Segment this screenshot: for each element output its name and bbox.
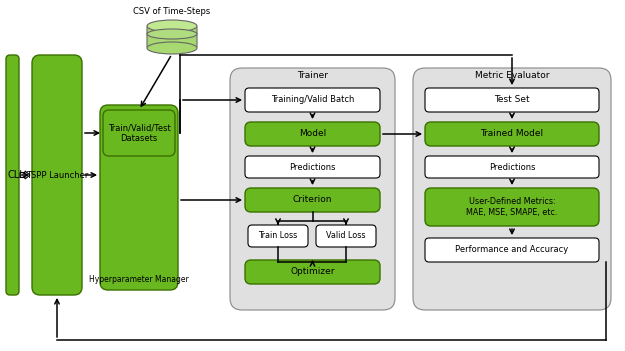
- Text: CLI: CLI: [8, 170, 22, 180]
- Text: Hyperparameter Manager: Hyperparameter Manager: [89, 276, 189, 285]
- FancyBboxPatch shape: [103, 110, 175, 156]
- FancyBboxPatch shape: [248, 225, 308, 247]
- Text: Test Set: Test Set: [494, 95, 530, 105]
- FancyBboxPatch shape: [425, 88, 599, 112]
- FancyBboxPatch shape: [245, 156, 380, 178]
- Text: Performance and Accuracy: Performance and Accuracy: [456, 245, 569, 254]
- FancyBboxPatch shape: [245, 122, 380, 146]
- FancyBboxPatch shape: [6, 55, 19, 295]
- Ellipse shape: [147, 42, 197, 54]
- FancyBboxPatch shape: [425, 238, 599, 262]
- Text: Valid Loss: Valid Loss: [326, 232, 366, 240]
- FancyBboxPatch shape: [425, 188, 599, 226]
- FancyBboxPatch shape: [245, 88, 380, 112]
- Ellipse shape: [147, 29, 197, 39]
- Text: Train Loss: Train Loss: [258, 232, 298, 240]
- Text: Train/Valid/Test
Datasets: Train/Valid/Test Datasets: [107, 123, 171, 143]
- FancyArrow shape: [20, 171, 30, 179]
- Text: Optimizer: Optimizer: [290, 267, 335, 277]
- Text: Training/Valid Batch: Training/Valid Batch: [271, 95, 354, 105]
- FancyBboxPatch shape: [425, 156, 599, 178]
- Text: User-Defined Metrics:
MAE, MSE, SMAPE, etc.: User-Defined Metrics: MAE, MSE, SMAPE, e…: [466, 197, 558, 217]
- Text: CSV of Time-Steps: CSV of Time-Steps: [133, 7, 211, 16]
- Ellipse shape: [147, 20, 197, 32]
- FancyBboxPatch shape: [316, 225, 376, 247]
- Text: TSPP Launcher: TSPP Launcher: [26, 171, 88, 179]
- Text: Trained Model: Trained Model: [481, 130, 544, 139]
- Text: Model: Model: [299, 130, 326, 139]
- FancyBboxPatch shape: [147, 26, 197, 48]
- Text: Predictions: Predictions: [489, 163, 535, 172]
- FancyBboxPatch shape: [230, 68, 395, 310]
- FancyBboxPatch shape: [425, 122, 599, 146]
- FancyBboxPatch shape: [413, 68, 611, 310]
- FancyBboxPatch shape: [245, 260, 380, 284]
- Text: Trainer: Trainer: [297, 72, 328, 80]
- FancyBboxPatch shape: [100, 105, 178, 290]
- FancyBboxPatch shape: [32, 55, 82, 295]
- Text: Predictions: Predictions: [289, 163, 336, 172]
- Text: Criterion: Criterion: [292, 196, 332, 205]
- Text: Metric Evaluator: Metric Evaluator: [475, 72, 549, 80]
- FancyBboxPatch shape: [245, 188, 380, 212]
